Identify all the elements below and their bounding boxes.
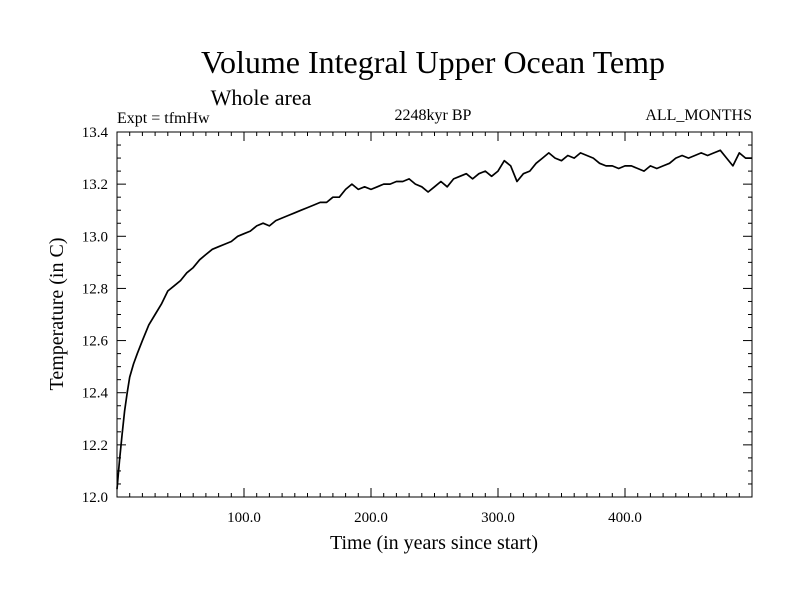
y-axis-label: Temperature (in C) — [46, 238, 68, 391]
x-tick-label: 200.0 — [354, 510, 388, 526]
y-tick-label: 12.0 — [82, 490, 108, 506]
y-tick-label: 12.2 — [82, 438, 108, 454]
y-tick-label: 13.2 — [82, 177, 108, 193]
y-tick-label: 13.4 — [82, 125, 109, 141]
y-tick-labels: 12.0 12.2 12.4 12.6 12.8 13.0 13.2 13.4 — [82, 125, 109, 506]
tick-marks — [117, 131, 752, 498]
y-tick-label: 13.0 — [82, 229, 108, 245]
chart-subtitle: Whole area — [211, 85, 312, 110]
y-tick-label: 12.8 — [82, 281, 108, 297]
months-label: ALL_MONTHS — [645, 107, 752, 124]
y-tick-label: 12.4 — [82, 386, 109, 402]
chart-title: Volume Integral Upper Ocean Temp — [201, 44, 665, 80]
x-tick-labels: 100.0 200.0 300.0 400.0 — [227, 510, 642, 526]
y-tick-label: 12.6 — [82, 334, 109, 350]
experiment-label: Expt = tfmHw — [117, 110, 210, 127]
period-label: 2248kyr BP — [395, 107, 472, 124]
x-tick-label: 100.0 — [227, 510, 261, 526]
x-tick-label: 300.0 — [481, 510, 515, 526]
x-tick-label: 400.0 — [608, 510, 642, 526]
x-axis-label: Time (in years since start) — [330, 532, 538, 554]
temperature-series-line — [116, 149, 752, 490]
